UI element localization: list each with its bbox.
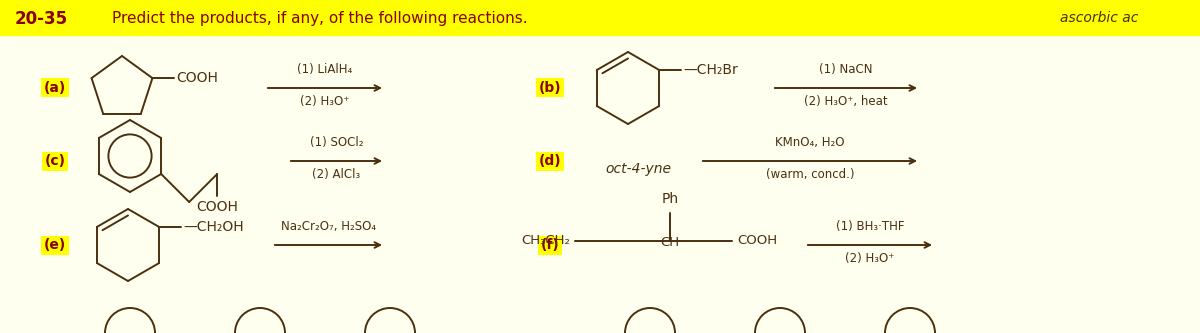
Text: (c): (c) (44, 154, 66, 168)
Text: (1) LiAlH₄: (1) LiAlH₄ (298, 63, 353, 76)
Bar (0, 0, 1200, 35)
Text: ascorbic ac: ascorbic ac (1060, 12, 1139, 26)
Text: (2) H₃O⁺: (2) H₃O⁺ (300, 95, 349, 108)
Text: (e): (e) (44, 238, 66, 252)
Text: Na₂Cr₂O₇, H₂SO₄: Na₂Cr₂O₇, H₂SO₄ (281, 220, 376, 233)
Text: CH₃CH₂: CH₃CH₂ (521, 234, 570, 247)
Text: COOH: COOH (176, 71, 218, 85)
Text: (d): (d) (539, 154, 562, 168)
Text: CH: CH (660, 235, 679, 248)
Text: (f): (f) (541, 238, 559, 252)
Text: KMnO₄, H₂O: KMnO₄, H₂O (775, 136, 845, 149)
Text: (b): (b) (539, 81, 562, 95)
Text: (1) BH₃·THF: (1) BH₃·THF (835, 220, 905, 233)
Text: COOH: COOH (737, 234, 778, 247)
Text: (1) NaCN: (1) NaCN (820, 63, 872, 76)
Text: Ph: Ph (661, 192, 678, 206)
Text: (2) H₃O⁺: (2) H₃O⁺ (845, 252, 895, 265)
Text: (warm, concd.): (warm, concd.) (766, 168, 854, 181)
Text: —CH₂OH: —CH₂OH (184, 220, 244, 234)
Text: 20-35: 20-35 (14, 10, 68, 28)
Text: oct-4-yne: oct-4-yne (605, 162, 671, 176)
Text: —CH₂Br: —CH₂Br (683, 63, 738, 77)
Text: (a): (a) (44, 81, 66, 95)
Text: COOH: COOH (197, 200, 238, 214)
Text: (2) H₃O⁺, heat: (2) H₃O⁺, heat (804, 95, 888, 108)
Text: Predict the products, if any, of the following reactions.: Predict the products, if any, of the fol… (112, 11, 528, 26)
Text: (1) SOCl₂: (1) SOCl₂ (310, 136, 364, 149)
Text: (2) AlCl₃: (2) AlCl₃ (312, 168, 361, 181)
